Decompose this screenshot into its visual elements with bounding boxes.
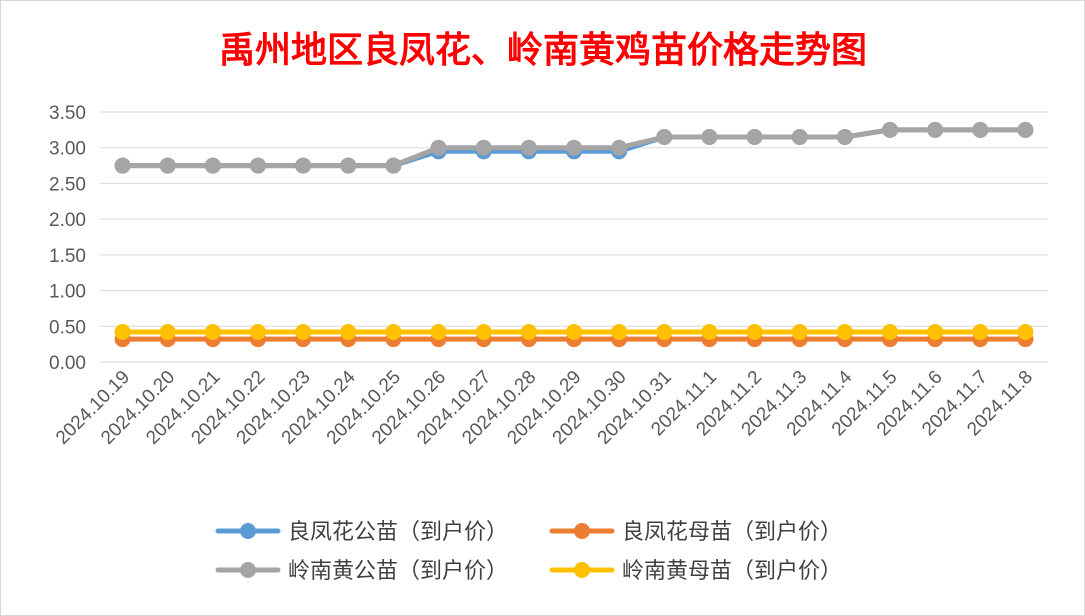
x-axis: 2024.10.192024.10.202024.10.212024.10.22… bbox=[52, 366, 1037, 448]
data-point bbox=[385, 157, 402, 174]
data-point bbox=[475, 139, 492, 156]
data-point bbox=[656, 129, 673, 145]
data-point bbox=[972, 324, 989, 340]
data-point bbox=[520, 139, 537, 156]
data-point bbox=[475, 324, 492, 340]
legend-label: 岭南黄母苗（到户价） bbox=[622, 559, 842, 584]
legend-marker bbox=[574, 523, 590, 539]
data-point bbox=[159, 157, 176, 174]
data-point bbox=[340, 157, 357, 174]
data-point bbox=[611, 139, 628, 156]
legend-label: 岭南黄公苗（到户价） bbox=[288, 559, 508, 584]
y-tick-label: 3.00 bbox=[49, 139, 86, 160]
data-point bbox=[1017, 324, 1034, 340]
data-point bbox=[430, 139, 447, 156]
y-axis: 0.00 0.50 1.00 1.50 2.00 2.50 3.00 3.50 bbox=[49, 103, 86, 374]
data-point bbox=[791, 324, 808, 340]
data-point bbox=[520, 324, 537, 340]
data-point bbox=[430, 324, 447, 340]
data-point bbox=[656, 324, 673, 340]
data-point bbox=[159, 324, 176, 340]
data-point bbox=[746, 129, 763, 145]
legend-item[interactable]: 良凤花母苗（到户价） bbox=[549, 520, 842, 545]
data-point bbox=[295, 157, 312, 174]
data-point bbox=[204, 157, 221, 174]
legend-marker bbox=[240, 562, 256, 578]
data-point bbox=[927, 324, 944, 340]
data-point bbox=[927, 121, 944, 138]
data-point bbox=[250, 324, 266, 340]
y-tick-label: 1.50 bbox=[49, 246, 86, 267]
data-point bbox=[204, 324, 221, 340]
y-tick-label: 3.50 bbox=[49, 103, 86, 124]
legend-item[interactable]: 良凤花公苗（到户价） bbox=[215, 520, 508, 545]
series-2 bbox=[114, 121, 1034, 174]
data-point bbox=[611, 324, 628, 340]
legend-label: 良凤花母苗（到户价） bbox=[622, 520, 842, 545]
plot-area bbox=[114, 121, 1034, 348]
data-point bbox=[746, 324, 763, 340]
y-tick-label: 2.00 bbox=[49, 210, 86, 231]
legend-marker bbox=[240, 523, 256, 539]
data-point bbox=[295, 324, 312, 340]
data-point bbox=[882, 324, 898, 340]
data-point bbox=[791, 129, 808, 145]
legend-marker bbox=[574, 562, 590, 578]
legend-label: 良凤花公苗（到户价） bbox=[288, 520, 508, 545]
legend-item[interactable]: 岭南黄母苗（到户价） bbox=[549, 559, 842, 584]
data-point bbox=[566, 324, 582, 340]
data-point bbox=[1017, 121, 1034, 138]
data-point bbox=[836, 324, 853, 340]
data-point bbox=[972, 121, 989, 138]
data-point bbox=[340, 324, 357, 340]
chart-title: 禹州地区良凤花、岭南黄鸡苗价格走势图 bbox=[219, 29, 867, 71]
data-point bbox=[701, 129, 718, 145]
data-point bbox=[114, 324, 131, 340]
y-tick-label: 0.50 bbox=[49, 317, 86, 338]
data-point bbox=[836, 129, 853, 145]
legend: 良凤花公苗（到户价） 良凤花母苗（到户价） 岭南黄公苗（到户价） 岭南黄母苗（到户价） bbox=[215, 520, 842, 584]
data-point bbox=[250, 157, 266, 174]
data-point bbox=[385, 324, 402, 340]
y-tick-label: 0.00 bbox=[49, 353, 86, 374]
y-tick-label: 2.50 bbox=[49, 174, 86, 195]
data-point bbox=[882, 121, 898, 138]
data-point bbox=[114, 157, 131, 174]
series-3 bbox=[114, 324, 1034, 340]
y-tick-label: 1.00 bbox=[49, 282, 86, 303]
legend-item[interactable]: 岭南黄公苗（到户价） bbox=[215, 559, 508, 584]
data-point bbox=[701, 324, 718, 340]
data-point bbox=[566, 139, 582, 156]
